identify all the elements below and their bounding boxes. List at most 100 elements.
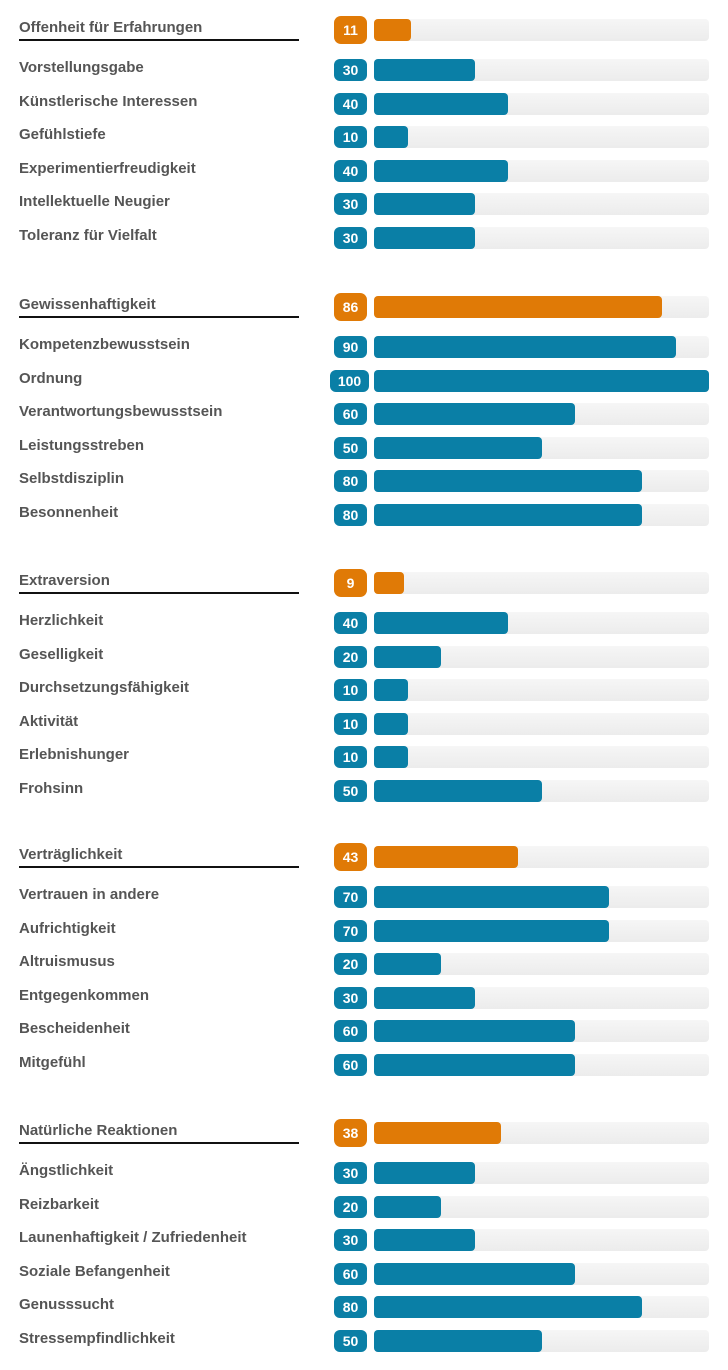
facet-label: Stressempfindlichkeit xyxy=(19,1329,175,1347)
facet-label: Launenhaftigkeit / Zufriedenheit xyxy=(19,1229,247,1246)
facet-value-badge: 20 xyxy=(334,953,367,975)
facet-label: Ängstlichkeit xyxy=(19,1162,114,1179)
facet-bar-track xyxy=(374,1020,709,1042)
group-bar xyxy=(374,572,405,594)
facet-value-badge: 40 xyxy=(334,92,367,115)
facet-value-badge: 30 xyxy=(334,1162,367,1184)
facet-label: Gefühlstiefe xyxy=(19,126,106,143)
group-bar xyxy=(374,1122,502,1144)
facet-value-badge: 10 xyxy=(334,746,367,768)
facet-value-badge: 60 xyxy=(334,1020,367,1042)
facet-bar-track xyxy=(374,436,709,459)
facet-value-badge: 10 xyxy=(334,679,367,701)
facet-value-badge: 40 xyxy=(334,159,367,182)
facet-label: Besonnenheit xyxy=(19,503,119,521)
facet-value-badge: 80 xyxy=(334,1296,367,1318)
facet-bar-track xyxy=(374,336,709,358)
facet-label: Aktivität xyxy=(19,712,79,730)
facet-bar xyxy=(374,470,642,492)
facet-value-badge: 30 xyxy=(334,59,367,81)
group-bar xyxy=(374,846,519,868)
facet-bar-track xyxy=(374,1229,709,1251)
facet-bar xyxy=(374,1329,542,1352)
group-bar-track xyxy=(374,19,709,41)
facet-value-badge: 30 xyxy=(334,1229,367,1251)
facet-bar-track xyxy=(374,193,709,215)
facet-bar-track xyxy=(374,779,709,802)
facet-bar-track xyxy=(374,126,709,148)
facet-bar-track xyxy=(374,470,709,492)
facet-bar-track xyxy=(374,679,709,701)
facet-value-badge: 60 xyxy=(334,1053,367,1076)
facet-label: Bescheidenheit xyxy=(19,1020,130,1037)
facet-label: Intellektuelle Neugier xyxy=(19,193,170,210)
facet-label: Verantwortungsbewusstsein xyxy=(19,403,223,420)
facet-label: Ordnung xyxy=(19,369,83,387)
group-label: Verträglichkeit xyxy=(19,846,299,868)
facet-bar xyxy=(374,1296,642,1318)
group-bar-track xyxy=(374,572,709,594)
facet-label: Durchsetzungsfähigkeit xyxy=(19,679,190,696)
facet-bar xyxy=(374,92,508,115)
facet-label: Selbstdisziplin xyxy=(19,470,125,487)
facet-bar xyxy=(374,1229,475,1251)
facet-bar xyxy=(374,679,408,701)
facet-bar xyxy=(374,612,508,634)
facet-bar xyxy=(374,919,609,942)
facet-value-badge: 30 xyxy=(334,226,367,249)
facet-value-badge: 40 xyxy=(334,612,367,634)
facet-bar xyxy=(374,436,542,459)
group-value-badge: 11 xyxy=(334,16,367,44)
facet-bar-track xyxy=(374,403,709,425)
facet-label: Mitgefühl xyxy=(19,1053,86,1071)
facet-value-badge: 80 xyxy=(334,503,367,526)
facet-value-badge: 30 xyxy=(334,193,367,215)
group-value-badge: 43 xyxy=(334,843,367,871)
group-bar xyxy=(374,296,663,318)
facet-value-badge: 80 xyxy=(334,470,367,492)
facet-bar-track xyxy=(374,159,709,182)
facet-bar-track xyxy=(374,1053,709,1076)
facet-bar xyxy=(374,1262,575,1285)
facet-bar xyxy=(374,712,408,735)
facet-bar xyxy=(374,193,475,215)
facet-bar xyxy=(374,369,709,392)
facet-bar-track xyxy=(374,746,709,768)
facet-bar-track xyxy=(374,1162,709,1184)
facet-bar-track xyxy=(374,226,709,249)
facet-label: Frohsinn xyxy=(19,779,84,797)
facet-bar xyxy=(374,779,542,802)
facet-label: Herzlichkeit xyxy=(19,612,104,629)
group-label: Extraversion xyxy=(19,572,299,594)
facet-bar-track xyxy=(374,953,709,975)
facet-bar xyxy=(374,746,408,768)
facet-bar-track xyxy=(374,503,709,526)
facet-label: Genusssucht xyxy=(19,1296,115,1313)
facet-value-badge: 10 xyxy=(334,126,367,148)
facet-label: Leistungsstreben xyxy=(19,436,145,454)
facet-label: Reizbarkeit xyxy=(19,1195,100,1213)
facet-bar-track xyxy=(374,645,709,668)
facet-value-badge: 50 xyxy=(334,779,367,802)
facet-bar xyxy=(374,986,475,1009)
facet-bar-track xyxy=(374,1262,709,1285)
facet-bar xyxy=(374,336,676,358)
facet-value-badge: 70 xyxy=(334,886,367,908)
facet-label: Vertrauen in andere xyxy=(19,886,160,903)
facet-bar xyxy=(374,226,475,249)
facet-bar-track xyxy=(374,92,709,115)
facet-value-badge: 60 xyxy=(334,1262,367,1285)
facet-bar-track xyxy=(374,712,709,735)
facet-bar-track xyxy=(374,886,709,908)
facet-label: Kompetenzbewusstsein xyxy=(19,336,190,353)
facet-bar-track xyxy=(374,1195,709,1218)
group-bar-track xyxy=(374,1122,709,1144)
facet-label: Experimentierfreudigkeit xyxy=(19,159,196,177)
group-value-badge: 86 xyxy=(334,293,367,321)
facet-value-badge: 100 xyxy=(330,369,369,392)
facet-bar-track xyxy=(374,1296,709,1318)
facet-value-badge: 50 xyxy=(334,436,367,459)
group-bar-track xyxy=(374,846,709,868)
group-value-badge: 38 xyxy=(334,1119,367,1147)
facet-value-badge: 90 xyxy=(334,336,367,358)
